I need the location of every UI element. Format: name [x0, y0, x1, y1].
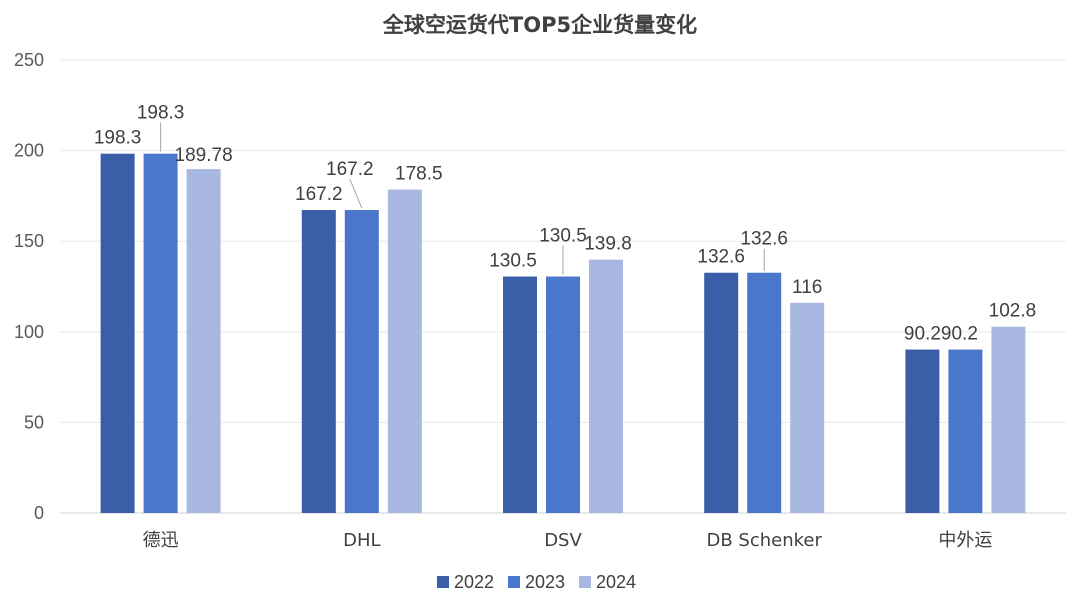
legend-swatch-2024[interactable]	[579, 576, 591, 588]
x-category-label: 德迅	[143, 530, 179, 551]
y-tick-label: 150	[14, 231, 44, 251]
bars	[100, 153, 1026, 514]
data-label: 132.6	[740, 229, 788, 250]
data-label: 116	[792, 277, 822, 298]
legend-label-2023[interactable]: 2023	[525, 572, 565, 592]
data-label: 139.8	[584, 234, 632, 255]
y-tick-label: 250	[14, 50, 44, 70]
bar-2022-1	[301, 210, 336, 513]
bar-2022-0	[100, 153, 135, 513]
x-category-label: 中外运	[938, 530, 992, 551]
bar-2023-2	[546, 276, 580, 513]
data-label: 90.2	[904, 324, 941, 345]
bar-2024-4	[991, 326, 1026, 513]
legend-label-2022[interactable]: 2022	[454, 572, 494, 592]
y-tick-label: 100	[14, 322, 44, 342]
data-label: 130.5	[539, 226, 587, 247]
label-leader-line	[349, 178, 363, 209]
y-axis-ticks: 0 50 100 150 200 250	[14, 50, 44, 523]
bar-2024-3	[790, 302, 825, 513]
legend-label-2024[interactable]: 2024	[596, 572, 636, 592]
bar-2024-2	[589, 259, 623, 513]
legend-swatch-2022[interactable]	[437, 576, 449, 588]
x-category-label: DB Schenker	[706, 530, 822, 551]
bar-2023-4	[948, 349, 983, 513]
data-label: 132.6	[697, 247, 745, 268]
legend-swatch-2023[interactable]	[508, 576, 520, 588]
bar-2023-0	[143, 153, 178, 513]
bar-2023-3	[747, 272, 782, 513]
bar-2024-0	[186, 169, 221, 513]
data-label: 198.3	[94, 128, 142, 149]
bar-2022-3	[704, 272, 739, 513]
x-axis-categories: 德迅 DHL DSV DB Schenker 中外运	[143, 530, 993, 551]
x-category-label: DHL	[343, 530, 380, 551]
bar-2022-2	[503, 276, 537, 513]
bar-2024-1	[387, 189, 422, 514]
data-label: 130.5	[489, 251, 537, 272]
data-label: 102.8	[989, 301, 1037, 322]
data-label: 167.2	[326, 159, 374, 180]
data-label: 189.78	[175, 145, 233, 166]
y-tick-label: 50	[24, 412, 44, 432]
data-label: 178.5	[395, 164, 443, 185]
data-label: 198.3	[137, 103, 185, 124]
data-label: 167.2	[295, 184, 343, 205]
data-labels: 198.3 198.3 189.78 167.2 167.2 178.5 130.5130.…	[94, 103, 1036, 345]
y-tick-label: 200	[14, 141, 44, 161]
bar-2023-1	[344, 210, 379, 513]
data-label: 90.2	[941, 324, 978, 345]
bar-2022-4	[905, 349, 940, 513]
y-tick-label: 0	[34, 503, 44, 523]
chart-title: 全球空运货代TOP5企业货量变化	[382, 13, 697, 37]
x-category-label: DSV	[544, 530, 582, 551]
legend[interactable]: 2022 2023 2024	[437, 572, 636, 592]
